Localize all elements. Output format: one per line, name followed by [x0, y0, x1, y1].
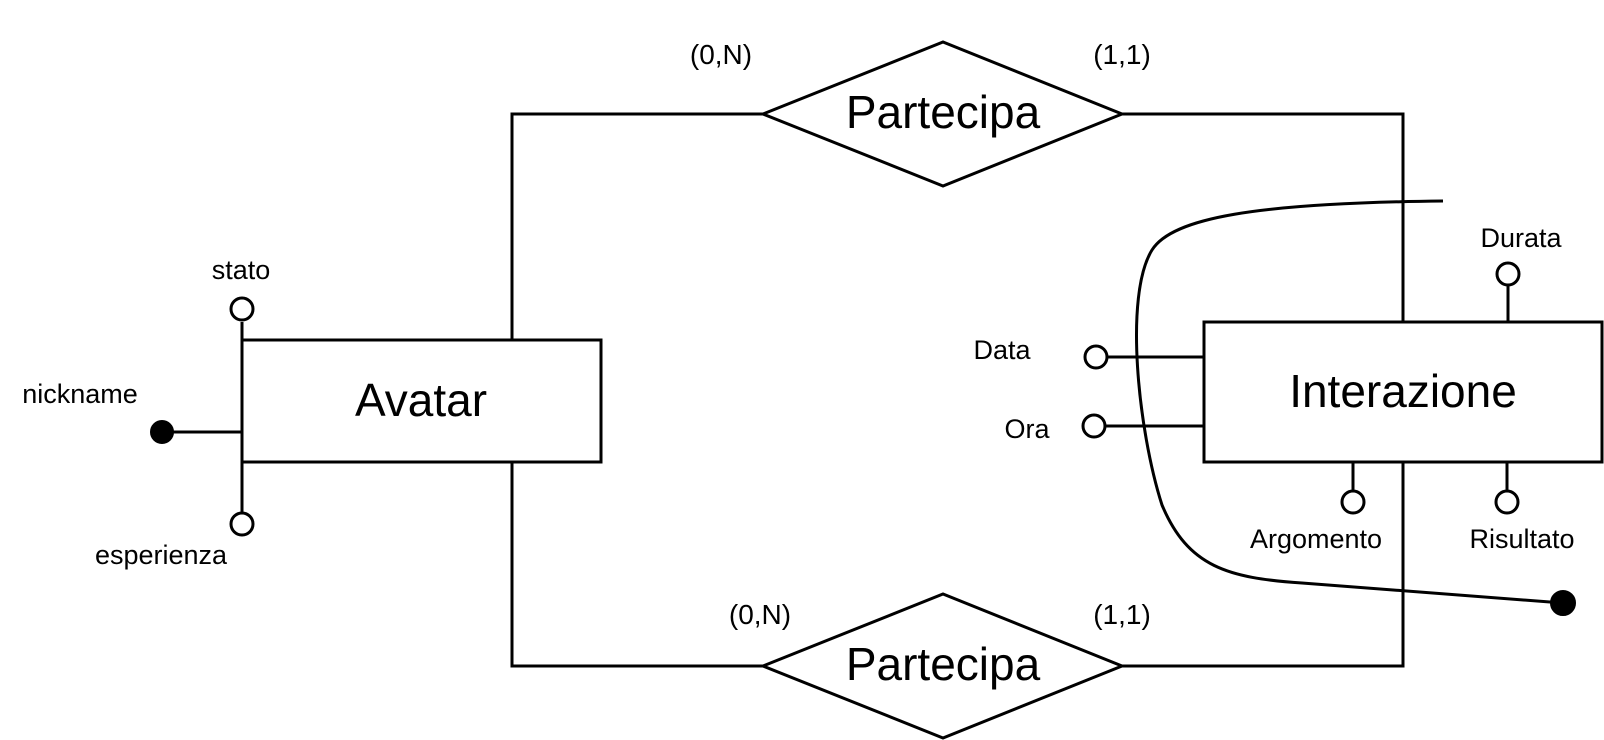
attribute-label-data: Data	[973, 335, 1031, 365]
attribute-label-nickname: nickname	[22, 379, 138, 409]
avatar-bottom-partecipa-line	[510, 462, 763, 668]
identifier-marker-nickname	[150, 420, 174, 444]
relationship-label-bottom: Partecipa	[846, 638, 1041, 690]
attribute-marker-stato	[229, 296, 255, 322]
cardinality-interazione-top: (1,1)	[1093, 39, 1151, 70]
avatar-top-partecipa-line	[510, 112, 763, 340]
attribute-marker-risultato	[1494, 489, 1520, 515]
entity-avatar	[240, 338, 603, 464]
interazione-bottom-partecipa-line	[1122, 462, 1405, 668]
attribute-marker-data	[1083, 344, 1109, 370]
entity-interazione-label: Interazione	[1289, 365, 1517, 417]
external-identifier-curve	[1135, 199, 1564, 605]
entity-avatar-label: Avatar	[355, 374, 487, 426]
relationship-diamond-top	[758, 40, 1127, 188]
interazione-top-partecipa-line	[1122, 112, 1405, 322]
attribute-marker-argomento	[1340, 489, 1366, 515]
relationship-label-top: Partecipa	[846, 86, 1041, 138]
relationship-diamond-bottom	[758, 592, 1127, 740]
cardinality-avatar-top: (0,N)	[690, 39, 752, 70]
attribute-label-stato: stato	[212, 255, 271, 285]
cardinality-avatar-bottom: (0,N)	[729, 599, 791, 630]
attribute-label-ora: Ora	[1004, 414, 1050, 444]
external-identifier-marker	[1550, 590, 1576, 616]
relationship-partecipa-bottom: Partecipa	[758, 592, 1127, 740]
attribute-label-durata: Durata	[1480, 223, 1562, 253]
attribute-label-argomento: Argomento	[1250, 524, 1382, 554]
cardinality-interazione-bottom: (1,1)	[1093, 599, 1151, 630]
attribute-marker-durata	[1495, 261, 1521, 287]
attribute-label-esperienza: esperienza	[95, 540, 228, 570]
attribute-marker-esperienza	[229, 511, 255, 537]
entity-interazione	[1202, 320, 1604, 464]
attribute-label-risultato: Risultato	[1469, 524, 1574, 554]
relationship-partecipa-top: Partecipa	[758, 40, 1127, 188]
attribute-marker-ora	[1081, 413, 1107, 439]
